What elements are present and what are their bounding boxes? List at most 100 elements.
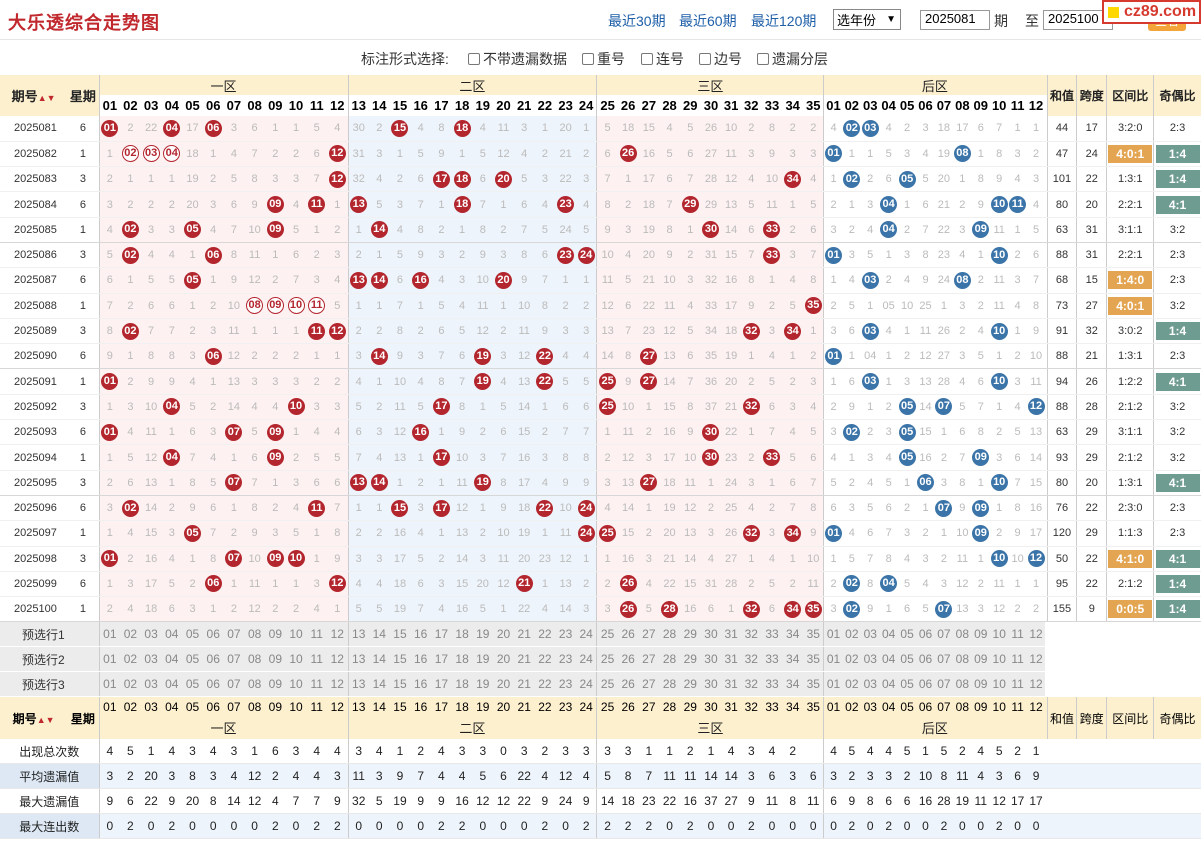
preselect-back-number[interactable]: 11 [1008,646,1027,673]
preselect-front-number[interactable]: 09 [264,646,286,673]
preselect-front-number[interactable]: 23 [555,621,576,648]
preselect-front-number[interactable]: 15 [389,671,411,698]
preselect-back-number[interactable]: 08 [953,671,972,698]
preselect-front-number[interactable]: 05 [182,621,203,648]
preselect-front-number[interactable]: 35 [803,671,824,698]
preselect-back-number[interactable]: 10 [989,671,1009,698]
preselect-front-number[interactable]: 18 [451,671,473,698]
preselect-front-number[interactable]: 33 [761,621,783,648]
preselect-front-number[interactable]: 21 [513,646,535,673]
preselect-front-number[interactable]: 22 [534,671,556,698]
preselect-back-number[interactable]: 12 [1026,646,1046,673]
preselect-back-number[interactable]: 07 [934,621,954,648]
preselect-front-number[interactable]: 23 [555,671,576,698]
preselect-front-number[interactable]: 28 [659,646,680,673]
preselect-front-number[interactable]: 11 [306,621,328,648]
preselect-front-number[interactable]: 25 [596,646,618,673]
preselect-front-number[interactable]: 27 [638,671,660,698]
checkbox-icon[interactable] [757,53,769,65]
preselect-back-number[interactable]: 02 [842,671,862,698]
end-period-input[interactable]: 2025100 [1043,10,1113,30]
preselect-front-number[interactable]: 31 [721,671,741,698]
preselect-front-number[interactable]: 08 [244,671,265,698]
preselect-front-number[interactable]: 14 [368,646,390,673]
preselect-back-number[interactable]: 01 [823,671,843,698]
preselect-front-number[interactable]: 07 [223,671,245,698]
preselect-front-number[interactable]: 32 [740,646,762,673]
preselect-front-number[interactable]: 22 [534,621,556,648]
option-repeat[interactable]: 重号 [582,49,625,69]
preselect-front-number[interactable]: 19 [472,621,494,648]
preselect-front-number[interactable]: 08 [244,646,265,673]
preselect-back-number[interactable]: 09 [971,646,990,673]
checkbox-icon[interactable] [641,53,653,65]
preselect-back-number[interactable]: 03 [861,671,880,698]
preselect-front-number[interactable]: 33 [761,671,783,698]
start-period-input[interactable]: 2025081 [920,10,990,30]
preselect-front-number[interactable]: 09 [264,621,286,648]
recent-120-link[interactable]: 最近120期 [751,13,817,29]
preselect-back-number[interactable]: 03 [861,621,880,648]
preselect-front-number[interactable]: 25 [596,671,618,698]
checkbox-icon[interactable] [468,53,480,65]
preselect-back-number[interactable]: 10 [989,621,1009,648]
preselect-back-number[interactable]: 04 [879,671,898,698]
preselect-front-number[interactable]: 02 [120,671,141,698]
preselect-front-number[interactable]: 04 [161,621,183,648]
option-miss-layer[interactable]: 遗漏分层 [757,49,828,69]
preselect-front-number[interactable]: 27 [638,646,660,673]
preselect-back-number[interactable]: 03 [861,646,880,673]
preselect-front-number[interactable]: 29 [679,671,701,698]
preselect-back-number[interactable]: 12 [1026,671,1046,698]
preselect-front-number[interactable]: 18 [451,646,473,673]
preselect-front-number[interactable]: 29 [679,621,701,648]
preselect-front-number[interactable]: 20 [493,621,514,648]
preselect-front-number[interactable]: 12 [327,621,348,648]
preselect-front-number[interactable]: 32 [740,671,762,698]
preselect-back-number[interactable]: 04 [879,646,898,673]
preselect-front-number[interactable]: 26 [617,646,639,673]
sort-icon[interactable]: ▲▼ [36,714,55,725]
preselect-front-number[interactable]: 14 [368,671,390,698]
preselect-front-number[interactable]: 13 [347,621,369,648]
preselect-front-number[interactable]: 06 [202,671,224,698]
period-column-header[interactable]: 期号▲▼ [0,75,68,116]
preselect-front-number[interactable]: 01 [98,671,121,698]
preselect-front-number[interactable]: 28 [659,671,680,698]
preselect-front-number[interactable]: 14 [368,621,390,648]
preselect-front-number[interactable]: 17 [431,646,452,673]
preselect-back-number[interactable]: 05 [897,671,917,698]
period-column-header-bottom[interactable]: 期号▲▼ [0,696,68,739]
preselect-back-number[interactable]: 02 [842,646,862,673]
preselect-front-number[interactable]: 18 [451,621,473,648]
preselect-front-number[interactable]: 03 [140,671,162,698]
preselect-front-number[interactable]: 31 [721,646,741,673]
preselect-back-number[interactable]: 05 [897,621,917,648]
preselect-front-number[interactable]: 08 [244,621,265,648]
preselect-back-number[interactable]: 04 [879,621,898,648]
preselect-back-number[interactable]: 12 [1026,621,1046,648]
preselect-front-number[interactable]: 16 [410,621,432,648]
preselect-back-number[interactable]: 06 [916,646,935,673]
preselect-front-number[interactable]: 22 [534,646,556,673]
preselect-front-number[interactable]: 12 [327,671,348,698]
preselect-front-number[interactable]: 04 [161,671,183,698]
preselect-back-number[interactable]: 02 [842,621,862,648]
preselect-front-number[interactable]: 06 [202,621,224,648]
year-select[interactable]: 选年份 ▼ [833,9,901,30]
preselect-back-number[interactable]: 09 [971,621,990,648]
preselect-back-number[interactable]: 07 [934,671,954,698]
preselect-back-number[interactable]: 06 [916,671,935,698]
preselect-front-number[interactable]: 07 [223,646,245,673]
preselect-back-number[interactable]: 08 [953,621,972,648]
preselect-front-number[interactable]: 24 [575,646,597,673]
preselect-back-number[interactable]: 01 [823,621,843,648]
preselect-front-number[interactable]: 01 [98,621,121,648]
preselect-front-number[interactable]: 19 [472,646,494,673]
preselect-front-number[interactable]: 06 [202,646,224,673]
preselect-front-number[interactable]: 11 [306,671,328,698]
preselect-back-number[interactable]: 11 [1008,671,1027,698]
option-consecutive[interactable]: 连号 [641,49,684,69]
preselect-back-number[interactable]: 08 [953,646,972,673]
preselect-front-number[interactable]: 32 [740,621,762,648]
